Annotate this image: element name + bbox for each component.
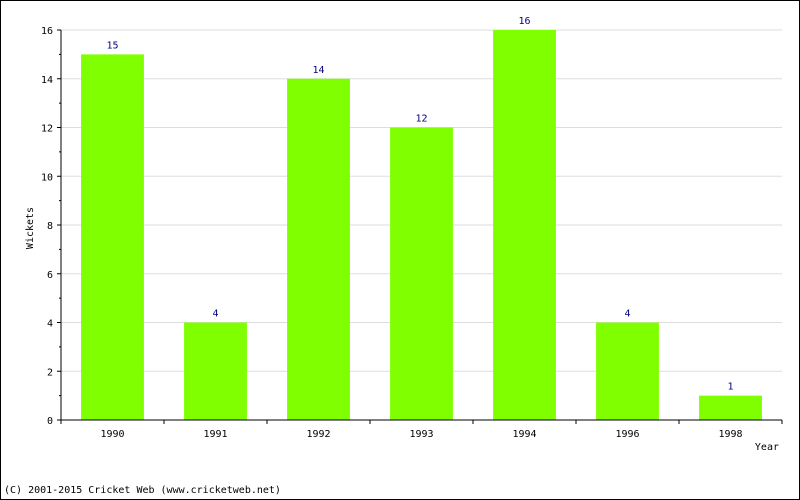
data-label: 1 (727, 382, 733, 393)
data-label: 16 (518, 16, 530, 27)
copyright-footer: (C) 2001-2015 Cricket Web (www.cricketwe… (4, 485, 281, 496)
x-tick-label: 1996 (615, 429, 639, 440)
y-tick-label: 16 (41, 26, 53, 37)
x-axis-title: Year (755, 442, 779, 453)
bar-1992 (287, 78, 350, 420)
data-label: 15 (106, 40, 118, 51)
x-tick-label: 1990 (100, 429, 124, 440)
bar-1994 (493, 30, 556, 420)
bar-1993 (390, 127, 453, 420)
x-tick-labels: 1990 1991 1992 1993 1994 1996 1998 (100, 429, 742, 440)
data-label: 4 (624, 309, 630, 320)
bar-1996 (596, 322, 659, 420)
bar-1991 (184, 322, 247, 420)
bars (81, 30, 762, 420)
y-tick-label: 4 (47, 319, 53, 330)
x-tick-label: 1998 (718, 429, 742, 440)
y-tick-label: 12 (41, 124, 53, 135)
y-tick-label: 14 (41, 75, 53, 86)
y-tick-labels: 0 2 4 6 8 10 12 14 16 (41, 26, 53, 427)
axes (57, 29, 783, 424)
x-tick-label: 1993 (409, 429, 433, 440)
y-tick-label: 0 (47, 416, 53, 427)
data-label: 14 (312, 65, 324, 76)
y-tick-label: 8 (47, 221, 53, 232)
bar-1998 (699, 395, 762, 420)
data-labels: 15 4 14 12 16 4 1 (106, 16, 733, 393)
data-label: 4 (212, 309, 218, 320)
y-axis-title: Wickets (25, 207, 36, 249)
x-tick-label: 1991 (203, 429, 227, 440)
y-tick-label: 6 (47, 270, 53, 281)
y-tick-label: 10 (41, 172, 53, 183)
x-tick-label: 1994 (512, 429, 536, 440)
bar-1990 (81, 54, 144, 420)
y-tick-label: 2 (47, 367, 53, 378)
x-tick-label: 1992 (306, 429, 330, 440)
data-label: 12 (415, 114, 427, 125)
